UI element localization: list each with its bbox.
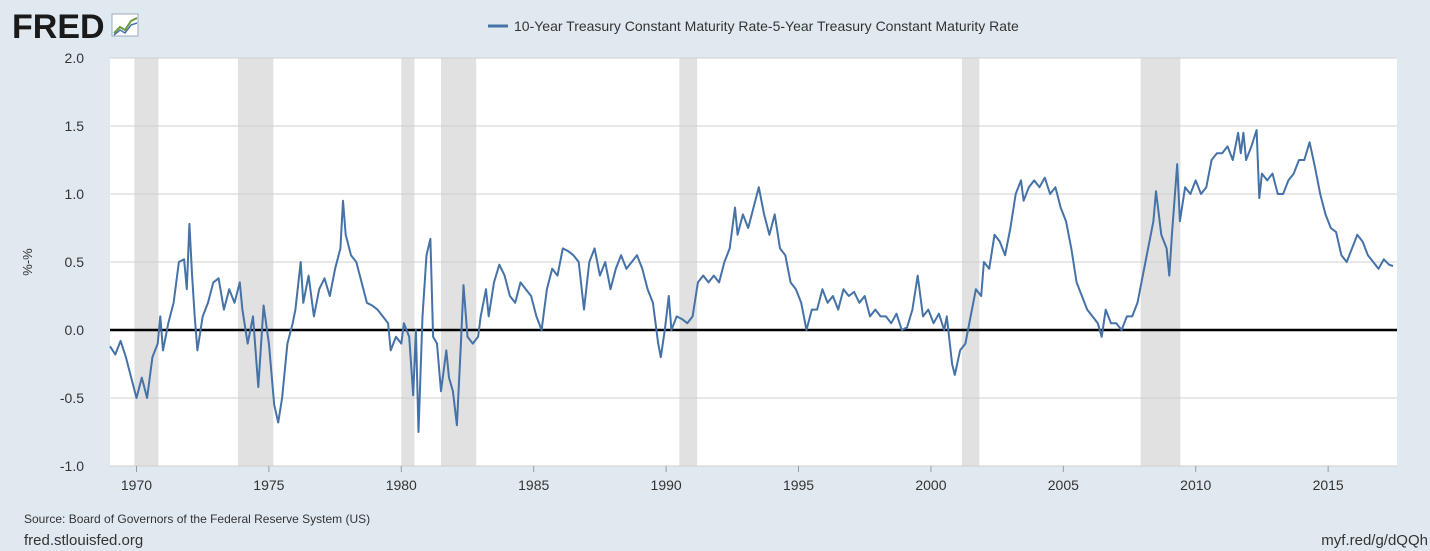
logo-icon [111, 13, 139, 37]
source: Source: Board of Governors of the Federa… [24, 512, 370, 526]
x-tick-label: 2000 [915, 477, 946, 493]
x-tick-label: 1980 [386, 477, 417, 493]
y-tick-label: -0.5 [60, 390, 84, 406]
short-link: myf.red/g/dQQh [1321, 532, 1428, 549]
logo: FRED [12, 8, 105, 46]
x-tick-label: 2010 [1180, 477, 1211, 493]
y-axis-label: %-% [20, 248, 35, 276]
x-tick-label: 2015 [1313, 477, 1344, 493]
y-tick-label: 1.0 [65, 186, 85, 202]
x-tick-label: 1975 [253, 477, 284, 493]
x-tick-label: 1985 [518, 477, 549, 493]
y-tick-label: 0.0 [65, 322, 85, 338]
x-tick-label: 1990 [651, 477, 682, 493]
y-tick-label: 0.5 [65, 254, 85, 270]
x-tick-label: 1995 [783, 477, 814, 493]
y-tick-label: 2.0 [65, 50, 85, 66]
y-tick-label: 1.5 [65, 118, 85, 134]
y-tick-label: -1.0 [60, 458, 84, 474]
site: fred.stlouisfed.org [24, 532, 143, 549]
x-tick-label: 2005 [1048, 477, 1079, 493]
data-line [109, 129, 1394, 433]
x-tick-label: 1970 [121, 477, 152, 493]
legend-label: 10-Year Treasury Constant Maturity Rate-… [514, 18, 1019, 34]
